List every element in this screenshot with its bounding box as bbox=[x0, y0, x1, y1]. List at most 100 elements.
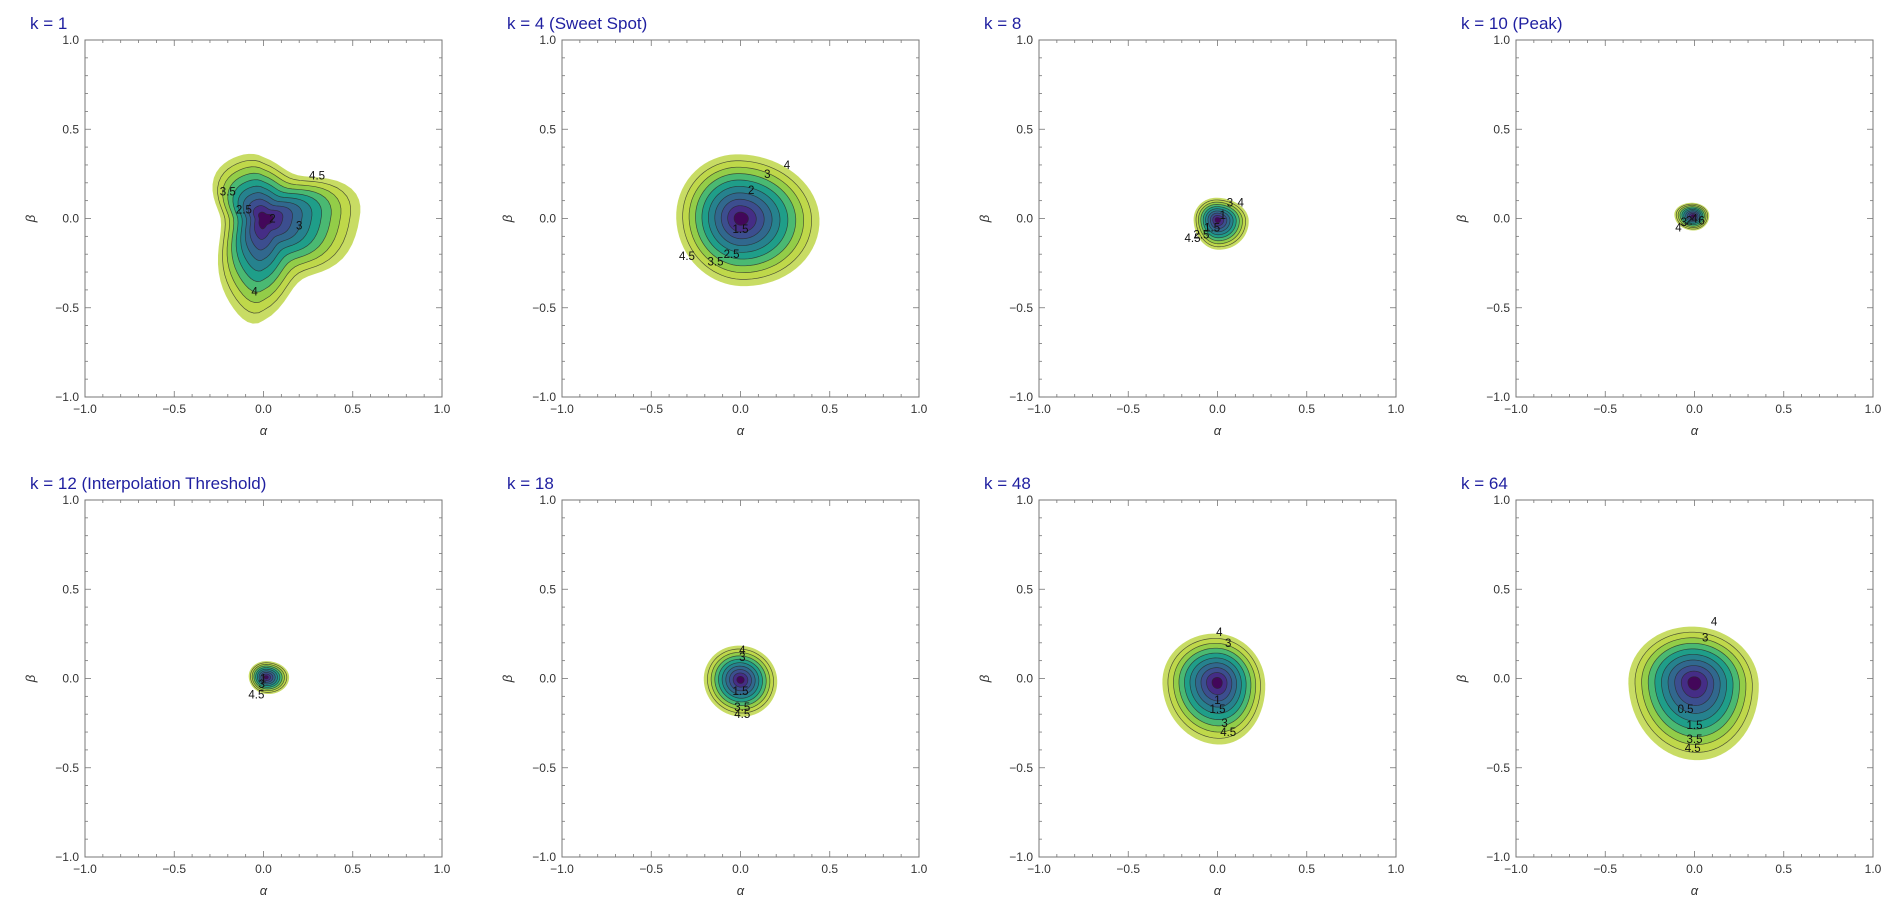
x-tick-label: −0.5 bbox=[1593, 402, 1617, 416]
x-axis-label: α bbox=[1214, 883, 1222, 898]
contour-level-label: 3 bbox=[1221, 718, 1227, 730]
x-tick-label: 0.5 bbox=[1775, 862, 1792, 876]
contour-band bbox=[1214, 217, 1221, 224]
y-tick-label: 0.5 bbox=[539, 582, 556, 596]
contour-level-label: 0.5 bbox=[1678, 704, 1694, 716]
panel-title: k = 18 bbox=[507, 474, 554, 493]
y-tick-label: −0.5 bbox=[532, 761, 556, 775]
contour-bands bbox=[703, 645, 778, 717]
panel-title: k = 10 (Peak) bbox=[1461, 14, 1563, 33]
contour-bands bbox=[1674, 202, 1710, 231]
contour-level-label: 3 bbox=[1227, 197, 1233, 209]
x-tick-label: −1.0 bbox=[550, 862, 574, 876]
panel-title: k = 8 bbox=[984, 14, 1021, 33]
x-axis-label: α bbox=[1214, 423, 1222, 438]
contour-band bbox=[263, 675, 269, 680]
x-tick-label: −1.0 bbox=[73, 862, 97, 876]
y-tick-label: 0.5 bbox=[1493, 122, 1510, 136]
contour-level-label: 1.5 bbox=[1210, 704, 1226, 716]
x-tick-label: 0.0 bbox=[1686, 402, 1703, 416]
x-tick-label: 1.0 bbox=[1388, 862, 1405, 876]
contour-level-label: 4 bbox=[1216, 627, 1223, 639]
contour-level-label: 2.5 bbox=[1193, 230, 1209, 242]
contour-level-label: 3.5 bbox=[708, 256, 724, 268]
axis-ticks bbox=[1515, 39, 1874, 398]
contour-bands bbox=[1628, 626, 1759, 761]
contour-band bbox=[1691, 214, 1696, 218]
contour-bands bbox=[1162, 633, 1266, 745]
x-tick-label: −1.0 bbox=[550, 402, 574, 416]
contour-level-label: 2 bbox=[1686, 215, 1692, 227]
contour-level-label: 4 bbox=[739, 645, 746, 657]
contour-bands bbox=[212, 153, 361, 324]
contour-panel: k = 10 (Peak) −1.0 −0.5 0.0 0.5 1.0 −1.0 −0.5 0.… bbox=[1454, 14, 1882, 438]
axis-ticks bbox=[1038, 39, 1397, 398]
contour-level-label: 3 bbox=[1225, 638, 1231, 650]
contour-level-label: 4.5 bbox=[248, 690, 264, 702]
panel-title: k = 1 bbox=[30, 14, 67, 33]
y-tick-label: 0.0 bbox=[539, 212, 556, 226]
y-tick-label: 1.0 bbox=[62, 33, 79, 47]
y-axis-label: β bbox=[23, 214, 38, 223]
y-tick-label: −1.0 bbox=[532, 390, 556, 404]
axis-ticks bbox=[84, 499, 443, 858]
contour-panel: k = 4 (Sweet Spot) −1.0 −0.5 0.0 0.5 1.0 −1.0 −… bbox=[500, 14, 928, 438]
x-tick-label: 0.0 bbox=[732, 862, 749, 876]
x-tick-label: 0.0 bbox=[1209, 402, 1226, 416]
x-axis-label: α bbox=[737, 883, 745, 898]
contour-panel: k = 18 −1.0 −0.5 0.0 0.5 1.0 −1.0 −0.5 0.0 0.5 1.0… bbox=[500, 474, 928, 898]
x-tick-label: −0.5 bbox=[162, 862, 186, 876]
contour-level-label: 4.5 bbox=[679, 251, 695, 263]
y-axis-label: β bbox=[977, 674, 992, 683]
x-axis-label: α bbox=[1691, 423, 1699, 438]
x-tick-label: −0.5 bbox=[1116, 862, 1140, 876]
contour-panel: k = 12 (Interpolation Threshold) −1.0 −0.5… bbox=[23, 474, 451, 898]
y-tick-label: −0.5 bbox=[1486, 301, 1510, 315]
y-tick-label: −0.5 bbox=[1009, 301, 1033, 315]
y-tick-label: 1.0 bbox=[1493, 493, 1510, 507]
contour-level-label: 4 bbox=[1675, 222, 1682, 234]
y-tick-label: −0.5 bbox=[1486, 761, 1510, 775]
panel-title: k = 4 (Sweet Spot) bbox=[507, 14, 647, 33]
contour-level-label: 1.5 bbox=[733, 686, 749, 698]
y-axis-label: β bbox=[23, 674, 38, 683]
contour-level-label: 1.5 bbox=[1204, 222, 1220, 234]
x-tick-label: 0.0 bbox=[255, 862, 272, 876]
y-tick-label: 0.5 bbox=[1493, 582, 1510, 596]
y-tick-label: −0.5 bbox=[55, 761, 79, 775]
y-tick-label: −0.5 bbox=[532, 301, 556, 315]
y-tick-label: −1.0 bbox=[55, 390, 79, 404]
x-tick-label: 0.5 bbox=[821, 862, 838, 876]
y-axis-label: β bbox=[977, 214, 992, 223]
axis-ticks bbox=[1515, 499, 1874, 858]
x-tick-label: −0.5 bbox=[162, 402, 186, 416]
axis-ticks bbox=[561, 499, 920, 858]
y-tick-label: 0.0 bbox=[1493, 672, 1510, 686]
contour-level-label: 3 bbox=[1681, 217, 1687, 229]
y-tick-label: −1.0 bbox=[1486, 390, 1510, 404]
y-tick-label: 0.0 bbox=[1016, 672, 1033, 686]
contour-panel: k = 48 −1.0 −0.5 0.0 0.5 1.0 −1.0 −0.5 0.0 0.5 1.0… bbox=[977, 474, 1405, 898]
x-tick-label: 1.0 bbox=[1865, 402, 1882, 416]
x-tick-label: −0.5 bbox=[639, 402, 663, 416]
contour-level-label: 4 bbox=[251, 287, 258, 299]
y-tick-label: 1.0 bbox=[1016, 493, 1033, 507]
y-tick-label: 0.5 bbox=[62, 582, 79, 596]
contour-level-label: 1.5 bbox=[733, 224, 749, 236]
x-tick-label: −1.0 bbox=[73, 402, 97, 416]
y-tick-label: −0.5 bbox=[1009, 761, 1033, 775]
x-tick-label: 0.5 bbox=[1298, 402, 1315, 416]
y-axis-label: β bbox=[500, 674, 515, 683]
contour-band bbox=[736, 675, 745, 684]
contour-level-label: 4.5 bbox=[1220, 727, 1236, 739]
x-tick-label: 1.0 bbox=[1388, 402, 1405, 416]
axis-ticks bbox=[561, 39, 920, 398]
contour-level-label: 1 bbox=[1214, 695, 1220, 707]
x-tick-label: −0.5 bbox=[1116, 402, 1140, 416]
x-tick-label: 0.0 bbox=[255, 402, 272, 416]
x-tick-label: 1.0 bbox=[911, 862, 928, 876]
contour-level-label: 1 bbox=[1220, 210, 1226, 222]
x-tick-label: −0.5 bbox=[1593, 862, 1617, 876]
y-axis-label: β bbox=[1454, 214, 1469, 223]
